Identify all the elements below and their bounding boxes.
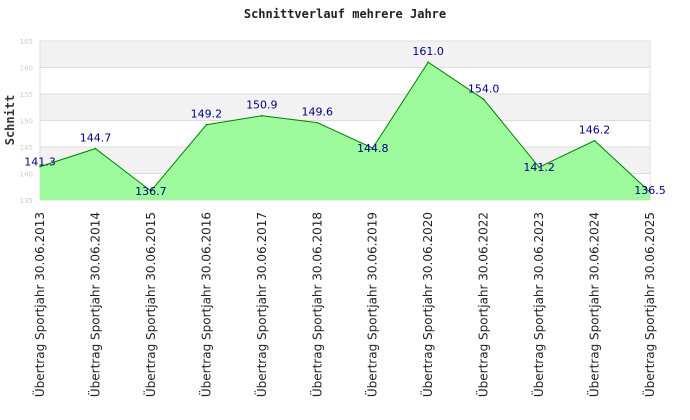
y-tick-label: 145	[20, 144, 33, 152]
area-fill	[40, 62, 650, 201]
data-point	[316, 121, 319, 124]
data-label: 141.3	[24, 156, 56, 169]
data-point	[538, 166, 540, 168]
data-point	[649, 191, 651, 193]
data-label: 136.5	[634, 184, 666, 197]
x-tick-label: Übertrag Sportjahr 30.06.2018	[308, 212, 324, 397]
x-tick-label: Übertrag Sportjahr 30.06.2013	[31, 212, 47, 397]
data-point	[371, 147, 374, 149]
x-tick-label: Übertrag Sportjahr 30.06.2024	[586, 212, 602, 397]
data-point	[482, 98, 485, 101]
x-tick-label: Übertrag Sportjahr 30.06.2019	[364, 212, 380, 397]
data-point	[261, 114, 263, 117]
x-tick-label: Übertrag Sportjahr 30.06.2023	[530, 212, 546, 397]
x-tick-label: Übertrag Sportjahr 30.06.2014	[86, 212, 102, 397]
data-label: 136.7	[135, 185, 167, 198]
data-point	[205, 123, 208, 126]
data-label: 149.2	[191, 108, 223, 121]
data-label: 146.2	[579, 124, 611, 137]
data-point	[593, 139, 596, 142]
grid-band	[40, 41, 650, 68]
data-point	[427, 61, 429, 63]
y-tick-label: 140	[20, 171, 33, 179]
data-label: 149.6	[302, 106, 334, 119]
y-axis-label: Schnitt	[3, 95, 17, 146]
x-tick-label: Übertrag Sportjahr 30.06.2025	[641, 212, 657, 397]
y-tick-label: 165	[20, 38, 33, 46]
grid-band	[40, 94, 650, 121]
x-tick-label: Übertrag Sportjahr 30.06.2017	[253, 212, 269, 397]
data-label: 144.8	[357, 142, 389, 155]
data-label: 150.9	[246, 99, 278, 112]
data-point	[150, 190, 152, 192]
series-line	[39, 61, 651, 193]
y-tick-label: 155	[20, 91, 33, 99]
data-point	[39, 165, 41, 168]
y-tick-label: 160	[20, 65, 33, 73]
data-label: 141.2	[523, 161, 555, 174]
chart-title: Schnittverlauf mehrere Jahre	[244, 7, 446, 21]
x-tick-label: Übertrag Sportjahr 30.06.2020	[419, 212, 435, 397]
x-tick-label: Übertrag Sportjahr 30.06.2015	[142, 212, 158, 397]
y-tick-label: 150	[20, 118, 33, 126]
data-label: 144.7	[80, 132, 112, 145]
data-point	[94, 147, 97, 150]
data-label: 161.0	[412, 45, 444, 58]
y-tick-label: 135	[20, 197, 33, 205]
x-tick-label: Übertrag Sportjahr 30.06.2016	[197, 212, 213, 397]
data-label: 154.0	[468, 82, 500, 95]
x-tick-label: Übertrag Sportjahr 30.06.2022	[475, 212, 491, 397]
